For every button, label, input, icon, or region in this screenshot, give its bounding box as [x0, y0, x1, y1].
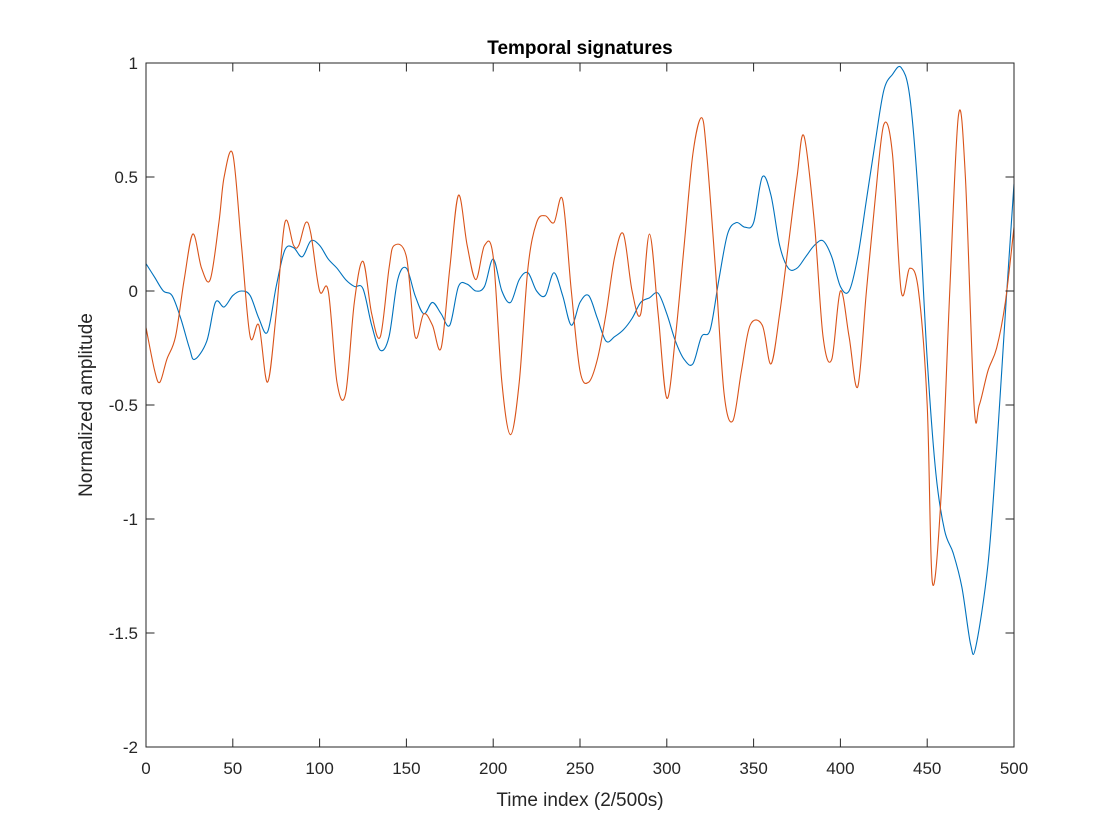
series-line-2: [145, 109, 1015, 586]
y-tick-label: -2: [123, 738, 138, 757]
x-tick-label: 150: [392, 759, 420, 778]
y-tick-label: -1: [123, 510, 138, 529]
series-layer: [145, 65, 1015, 655]
y-tick-label: 0.5: [114, 168, 138, 187]
series-line-1: [145, 65, 1015, 655]
tick-layer: 0 50 100 150 200 250 300 350 400 450 500 -2 -1.5 -1 -0…: [109, 54, 1028, 778]
y-axis-label: Normalized amplitude: [76, 313, 97, 497]
x-tick-label: 200: [479, 759, 507, 778]
chart-title: Temporal signatures: [487, 38, 672, 59]
x-tick-label: 250: [566, 759, 594, 778]
plot-area: [146, 63, 1014, 747]
x-tick-label: 100: [305, 759, 333, 778]
x-tick-label: 350: [739, 759, 767, 778]
x-tick-label: 300: [653, 759, 681, 778]
x-tick-label: 450: [913, 759, 941, 778]
x-tick-label: 400: [826, 759, 854, 778]
y-tick-label: -1.5: [109, 624, 138, 643]
x-tick-label: 500: [1000, 759, 1028, 778]
x-tick-label: 0: [141, 759, 150, 778]
y-tick-label: -0.5: [109, 396, 138, 415]
x-tick-label: 50: [223, 759, 242, 778]
y-tick-label: 0: [129, 282, 138, 301]
y-tick-label: 1: [129, 54, 138, 73]
x-axis-label: Time index (2/500s): [496, 790, 663, 811]
